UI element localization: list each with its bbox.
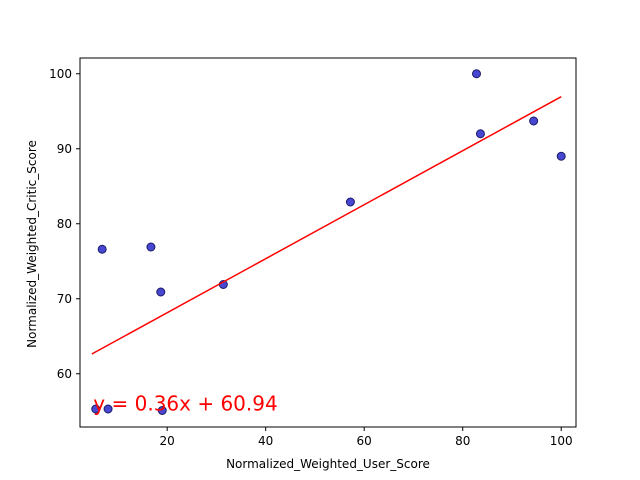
y-tick-label-70: 70 bbox=[57, 292, 72, 306]
data-point-5 bbox=[157, 406, 167, 415]
data-point-3 bbox=[146, 242, 156, 252]
y-tick-label-90: 90 bbox=[57, 142, 72, 156]
data-point-1 bbox=[103, 404, 113, 414]
plot-frame bbox=[79, 57, 577, 428]
data-point-4 bbox=[156, 287, 166, 297]
y-tick-label-80: 80 bbox=[57, 217, 72, 231]
x-tick-label-60: 60 bbox=[357, 434, 372, 448]
x-tick-label-100: 100 bbox=[550, 434, 573, 448]
data-point-0 bbox=[91, 404, 101, 414]
x-tick-label-20: 20 bbox=[160, 434, 175, 448]
regression-line bbox=[91, 96, 562, 355]
y-tick-label-100: 100 bbox=[49, 67, 72, 81]
y-tick-label-60: 60 bbox=[57, 367, 72, 381]
data-point-9 bbox=[475, 129, 485, 139]
x-tick-label-40: 40 bbox=[258, 434, 273, 448]
points-layer bbox=[91, 69, 566, 415]
ticks-layer: 20 40 60 80 100 60 70 80 90 100 bbox=[49, 67, 573, 448]
data-point-11 bbox=[556, 151, 566, 161]
data-point-10 bbox=[529, 116, 539, 126]
y-axis-label: Normalized_Weighted_Critic_Score bbox=[25, 140, 39, 348]
x-axis-label: Normalized_Weighted_User_Score bbox=[226, 457, 430, 471]
fit-layer bbox=[91, 96, 562, 355]
data-point-7 bbox=[345, 197, 355, 207]
x-tick-label-80: 80 bbox=[455, 434, 470, 448]
axes-frame bbox=[79, 57, 577, 428]
fit-equation-annotation: y = 0.36x + 60.94 bbox=[93, 392, 277, 416]
data-point-8 bbox=[472, 69, 481, 79]
data-point-2 bbox=[97, 244, 107, 254]
